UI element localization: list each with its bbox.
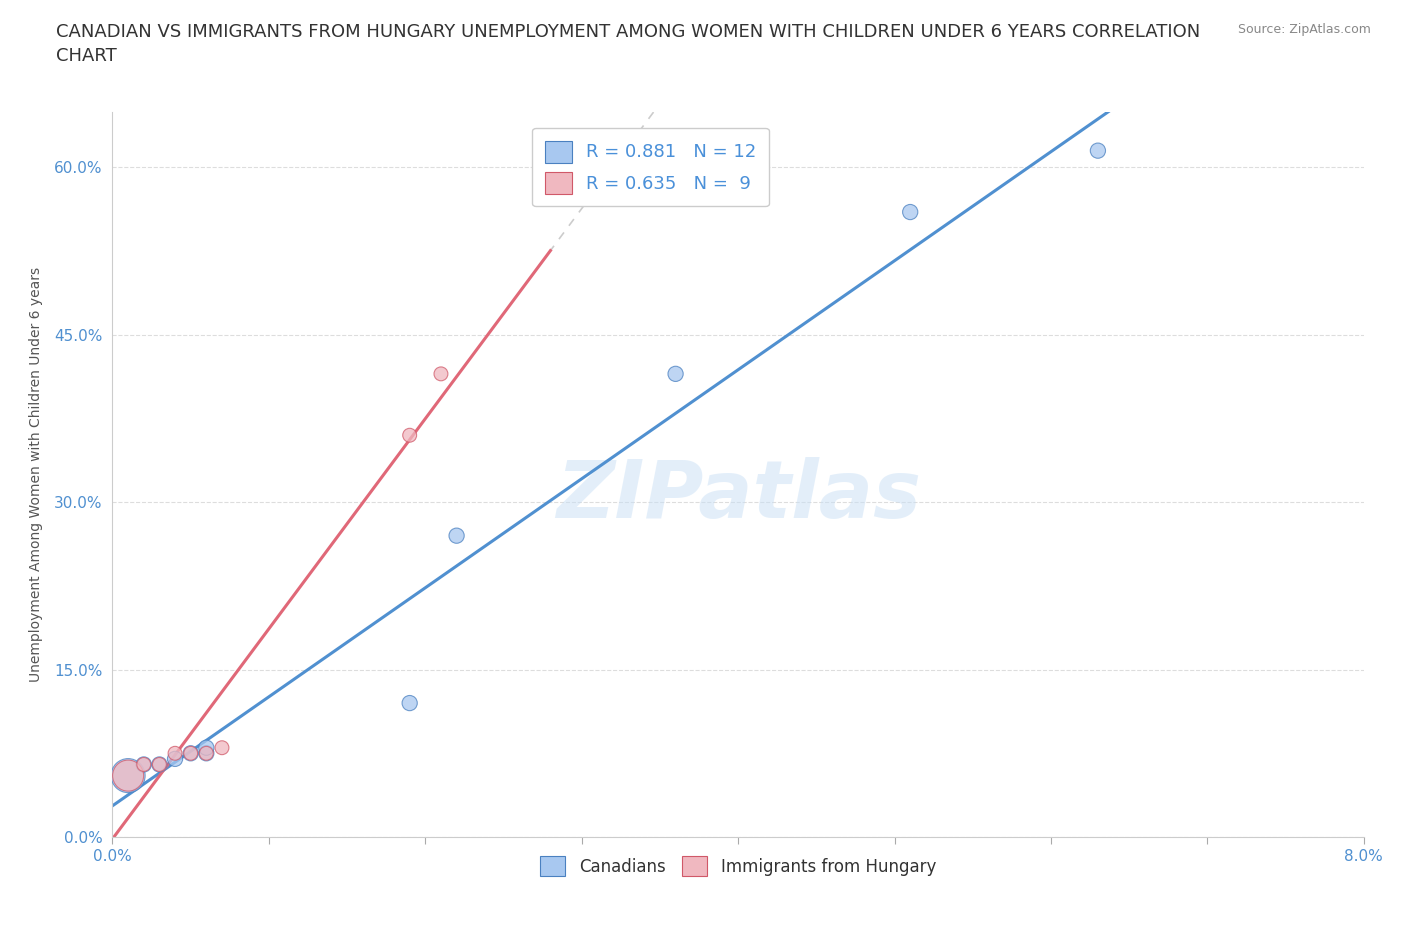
Point <box>211 740 233 755</box>
Point <box>195 740 218 755</box>
Point <box>163 751 186 766</box>
Point <box>398 428 420 443</box>
Point <box>195 746 218 761</box>
Point <box>117 768 139 783</box>
Point <box>898 205 921 219</box>
Point <box>117 768 139 783</box>
Point <box>430 366 453 381</box>
Point <box>132 757 155 772</box>
Point <box>148 757 170 772</box>
Legend: Canadians, Immigrants from Hungary: Canadians, Immigrants from Hungary <box>534 849 942 884</box>
Point <box>132 757 155 772</box>
Point <box>148 757 170 772</box>
Point <box>180 746 202 761</box>
Y-axis label: Unemployment Among Women with Children Under 6 years: Unemployment Among Women with Children U… <box>30 267 44 682</box>
Point <box>398 696 420 711</box>
Text: Source: ZipAtlas.com: Source: ZipAtlas.com <box>1237 23 1371 36</box>
Point <box>1087 143 1109 158</box>
Point <box>446 528 468 543</box>
Point <box>195 746 218 761</box>
Text: ZIPatlas: ZIPatlas <box>555 457 921 535</box>
Point <box>664 366 686 381</box>
Point <box>163 746 186 761</box>
Point <box>180 746 202 761</box>
Text: CANADIAN VS IMMIGRANTS FROM HUNGARY UNEMPLOYMENT AMONG WOMEN WITH CHILDREN UNDER: CANADIAN VS IMMIGRANTS FROM HUNGARY UNEM… <box>56 23 1201 65</box>
